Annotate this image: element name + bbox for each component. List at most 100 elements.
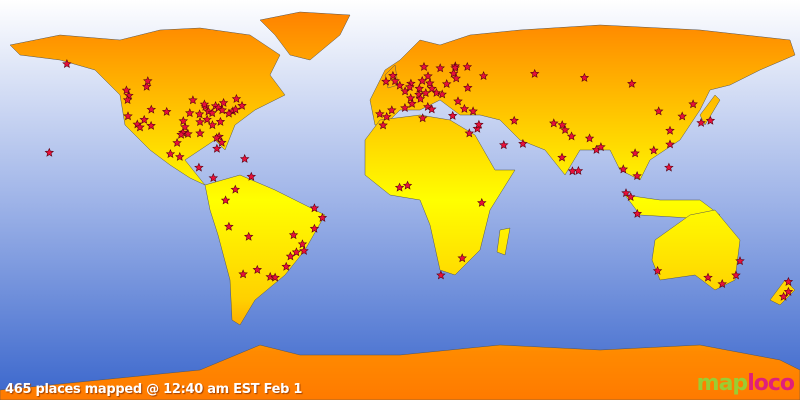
- place-marker-star-icon[interactable]: [123, 111, 133, 121]
- place-marker-star-icon[interactable]: [441, 79, 452, 89]
- place-marker-star-icon[interactable]: [618, 164, 629, 174]
- place-marker-star-icon[interactable]: [436, 270, 446, 280]
- place-marker-star-icon[interactable]: [317, 212, 328, 222]
- place-marker-star-icon[interactable]: [224, 221, 234, 231]
- place-marker-star-icon[interactable]: [217, 105, 227, 115]
- place-marker-star-icon[interactable]: [419, 61, 429, 71]
- place-marker-star-icon[interactable]: [459, 103, 470, 113]
- place-marker-star-icon[interactable]: [230, 104, 241, 114]
- place-marker-star-icon[interactable]: [625, 192, 636, 202]
- place-marker-star-icon[interactable]: [238, 269, 248, 279]
- place-marker-star-icon[interactable]: [270, 272, 280, 282]
- place-marker-star-icon[interactable]: [783, 286, 794, 296]
- place-marker-star-icon[interactable]: [265, 271, 275, 281]
- place-marker-star-icon[interactable]: [378, 120, 388, 130]
- place-marker-star-icon[interactable]: [457, 253, 467, 263]
- place-marker-star-icon[interactable]: [62, 59, 72, 69]
- place-marker-star-icon[interactable]: [557, 120, 567, 130]
- place-marker-star-icon[interactable]: [246, 171, 257, 181]
- place-marker-star-icon[interactable]: [381, 76, 391, 86]
- place-marker-star-icon[interactable]: [688, 99, 698, 109]
- place-marker-star-icon[interactable]: [281, 261, 291, 271]
- place-marker-star-icon[interactable]: [425, 78, 435, 88]
- place-marker-star-icon[interactable]: [414, 83, 425, 93]
- place-marker-star-icon[interactable]: [427, 104, 437, 114]
- place-marker-star-icon[interactable]: [400, 103, 410, 113]
- place-marker-star-icon[interactable]: [463, 82, 473, 92]
- place-marker-star-icon[interactable]: [141, 81, 152, 91]
- place-marker-star-icon[interactable]: [285, 251, 296, 261]
- place-marker-star-icon[interactable]: [518, 138, 528, 148]
- place-marker-star-icon[interactable]: [135, 122, 145, 132]
- place-marker-star-icon[interactable]: [394, 182, 405, 192]
- place-marker-star-icon[interactable]: [584, 133, 595, 143]
- place-marker-star-icon[interactable]: [146, 104, 157, 114]
- place-marker-star-icon[interactable]: [231, 93, 242, 103]
- place-marker-star-icon[interactable]: [146, 120, 156, 130]
- place-marker-star-icon[interactable]: [207, 108, 217, 118]
- place-marker-star-icon[interactable]: [415, 93, 426, 103]
- place-marker-star-icon[interactable]: [573, 165, 584, 175]
- place-marker-star-icon[interactable]: [665, 139, 675, 149]
- place-marker-star-icon[interactable]: [176, 129, 186, 139]
- place-marker-star-icon[interactable]: [375, 109, 385, 119]
- place-marker-star-icon[interactable]: [212, 143, 222, 153]
- place-marker-star-icon[interactable]: [188, 95, 198, 105]
- place-marker-star-icon[interactable]: [630, 148, 640, 158]
- place-marker-star-icon[interactable]: [388, 70, 398, 80]
- place-marker-star-icon[interactable]: [423, 101, 433, 111]
- place-marker-star-icon[interactable]: [474, 119, 484, 129]
- place-marker-star-icon[interactable]: [202, 114, 212, 124]
- place-marker-star-icon[interactable]: [194, 109, 205, 119]
- place-marker-star-icon[interactable]: [549, 118, 559, 128]
- place-marker-star-icon[interactable]: [44, 147, 55, 157]
- place-marker-star-icon[interactable]: [165, 149, 176, 159]
- place-marker-star-icon[interactable]: [778, 291, 789, 301]
- place-marker-star-icon[interactable]: [121, 85, 132, 95]
- place-marker-star-icon[interactable]: [175, 151, 185, 161]
- place-marker-star-icon[interactable]: [499, 140, 509, 150]
- place-marker-star-icon[interactable]: [243, 231, 254, 241]
- place-marker-star-icon[interactable]: [417, 113, 428, 123]
- place-marker-star-icon[interactable]: [627, 78, 637, 88]
- place-marker-star-icon[interactable]: [453, 96, 463, 106]
- place-marker-star-icon[interactable]: [230, 184, 241, 194]
- place-marker-star-icon[interactable]: [529, 68, 540, 78]
- place-marker-star-icon[interactable]: [421, 88, 431, 98]
- place-marker-star-icon[interactable]: [447, 110, 458, 120]
- place-marker-star-icon[interactable]: [783, 276, 794, 286]
- place-marker-star-icon[interactable]: [195, 117, 205, 127]
- place-marker-star-icon[interactable]: [143, 76, 153, 86]
- place-marker-star-icon[interactable]: [211, 133, 222, 143]
- place-marker-star-icon[interactable]: [632, 208, 643, 218]
- place-marker-star-icon[interactable]: [596, 142, 606, 152]
- place-marker-star-icon[interactable]: [239, 153, 250, 163]
- place-marker-star-icon[interactable]: [509, 115, 519, 125]
- place-marker-star-icon[interactable]: [387, 105, 397, 115]
- place-marker-star-icon[interactable]: [560, 125, 570, 135]
- place-marker-star-icon[interactable]: [208, 173, 219, 183]
- place-marker-star-icon[interactable]: [178, 116, 189, 126]
- place-marker-star-icon[interactable]: [703, 272, 713, 282]
- place-marker-star-icon[interactable]: [664, 162, 674, 172]
- place-marker-star-icon[interactable]: [696, 117, 706, 127]
- place-marker-star-icon[interactable]: [468, 106, 478, 116]
- place-marker-star-icon[interactable]: [464, 128, 475, 138]
- place-marker-star-icon[interactable]: [423, 71, 433, 81]
- place-marker-star-icon[interactable]: [218, 97, 229, 107]
- place-marker-star-icon[interactable]: [435, 63, 445, 73]
- place-marker-star-icon[interactable]: [566, 131, 577, 141]
- place-marker-star-icon[interactable]: [557, 152, 567, 162]
- place-marker-star-icon[interactable]: [579, 72, 590, 82]
- place-marker-star-icon[interactable]: [199, 99, 210, 109]
- place-marker-star-icon[interactable]: [195, 128, 205, 138]
- place-marker-star-icon[interactable]: [220, 195, 231, 205]
- place-marker-star-icon[interactable]: [402, 180, 413, 190]
- place-marker-star-icon[interactable]: [478, 71, 489, 81]
- place-marker-star-icon[interactable]: [705, 115, 716, 125]
- place-marker-star-icon[interactable]: [297, 239, 308, 249]
- place-marker-star-icon[interactable]: [405, 82, 415, 92]
- place-marker-star-icon[interactable]: [652, 265, 663, 275]
- place-marker-star-icon[interactable]: [185, 108, 195, 118]
